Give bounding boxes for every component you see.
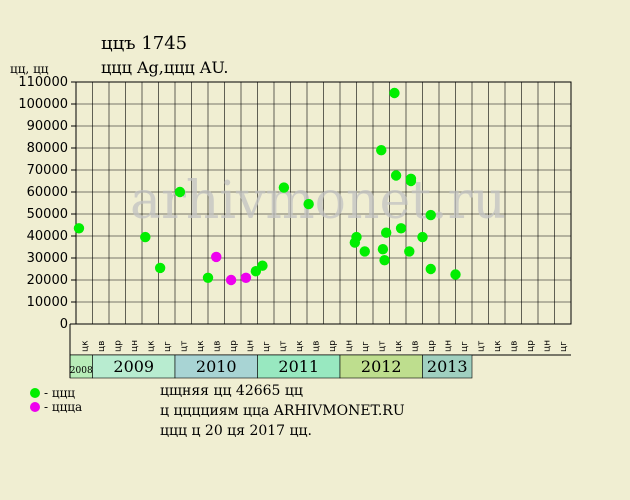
chart-title: ццъ 1745 [101,33,187,54]
year-label: 2013 [427,357,468,376]
data-point [379,255,390,266]
data-point-alt [225,274,237,286]
data-point [140,231,151,243]
title-group: ццъ 1745 ццц Ag,ццц AU. цц, цц [10,33,228,77]
grid [76,81,571,324]
x-month-label: цк [493,340,503,352]
x-month-label: цт [377,341,387,352]
y-tick-label: 110000 [18,75,68,90]
year-label: 2009 [113,357,154,376]
data-point [202,272,214,283]
year-label: 2010 [196,357,237,376]
data-point [73,223,85,234]
x-month-label: цн [344,340,354,352]
x-month-label: цн [245,340,255,352]
y-tick-label: 80000 [27,141,68,156]
y-axis: 0 10000 20000 30000 40000 50000 60000 70000 8000… [18,75,76,332]
y-tick-label: 90000 [27,119,68,134]
watermark: arhivmonet.ru [130,171,506,231]
legend-marker-2 [30,402,40,412]
x-month-label: цт [278,341,288,352]
x-month-label: цн [130,340,140,352]
x-month-label: цк [146,340,156,352]
data-point [349,237,361,248]
y-axis-unit: цц, цц [10,62,49,76]
y-tick-label: 10000 [27,295,68,310]
note-line-3: ццц ц 20 ця 2017 цц. [160,423,312,439]
x-month-label: цв [410,341,420,352]
data-point [450,269,461,280]
year-band [422,354,473,379]
x-month-label: цк [295,340,305,352]
x-month-label: цв [509,341,519,352]
x-month-label: цр [427,340,437,352]
data-points [73,87,461,286]
y-tick-label: 30000 [27,251,68,266]
data-point-alt [211,251,222,263]
legend-label-1: - ццц [44,386,75,400]
chart-subtitle: ццц Ag,ццц AU. [101,58,228,77]
y-tick-label: 40000 [27,229,68,244]
data-point-alt [240,272,252,283]
data-point [257,260,268,271]
data-point [154,262,166,274]
x-month-label: цг [361,341,371,352]
x-month-label: цв [311,341,321,352]
data-point [395,223,407,234]
data-point [278,182,290,193]
x-month-label: цг [163,341,173,352]
x-month-label: цк [394,340,404,352]
y-tick-label: 50000 [27,207,68,222]
x-month-label: цв [212,341,222,352]
year-label: 2011 [278,357,319,376]
y-tick-label: 100000 [18,97,68,112]
note-line-2: ц цццциям цца ARHIVMONET.RU [160,403,405,419]
x-month-label: цт [476,341,486,352]
data-point [303,198,314,210]
year-label: 2008 [70,366,93,376]
x-month-label: цк [196,340,206,352]
x-month-label: цг [559,341,569,352]
y-tick-label: 70000 [27,163,68,178]
data-point [404,246,415,257]
note-line-1: цщняя цц 42665 цц [160,383,303,399]
x-month-label: цр [229,340,239,352]
x-month-label: цг [460,341,470,352]
x-month-label: цн [542,340,552,352]
data-point [377,244,389,255]
x-month-label: цг [262,341,272,352]
data-point [425,209,436,221]
notes: цщняя цц 42665 цц ц цццциям цца ARHIVMON… [160,383,405,439]
x-month-label: цр [113,340,123,352]
data-point [389,87,400,99]
legend-marker-1 [30,388,40,398]
data-point [405,175,417,187]
year-label: 2012 [361,357,402,376]
data-point [390,170,402,181]
data-point [174,186,186,198]
y-tick-label: 20000 [27,273,68,288]
legend: - ццц - ццца [30,386,82,414]
y-tick-label: 0 [60,317,68,332]
data-point [359,246,370,257]
y-tick-label: 60000 [27,185,68,200]
x-month-label: цв [97,341,107,352]
data-point [381,227,392,238]
x-month-label: цр [328,340,338,352]
x-month-label: цт [179,341,189,352]
data-point [417,231,428,243]
legend-label-2: - ццца [44,400,82,414]
data-point [425,263,436,275]
x-month-label: цр [526,340,536,352]
x-axis: цк цв цр цн цк цг цт цк цв цр цн цг цт цк цв цр цн цг цт цк… [69,323,571,379]
x-month-label: цн [443,340,453,352]
data-point [376,145,387,156]
x-month-label: цк [80,340,90,352]
